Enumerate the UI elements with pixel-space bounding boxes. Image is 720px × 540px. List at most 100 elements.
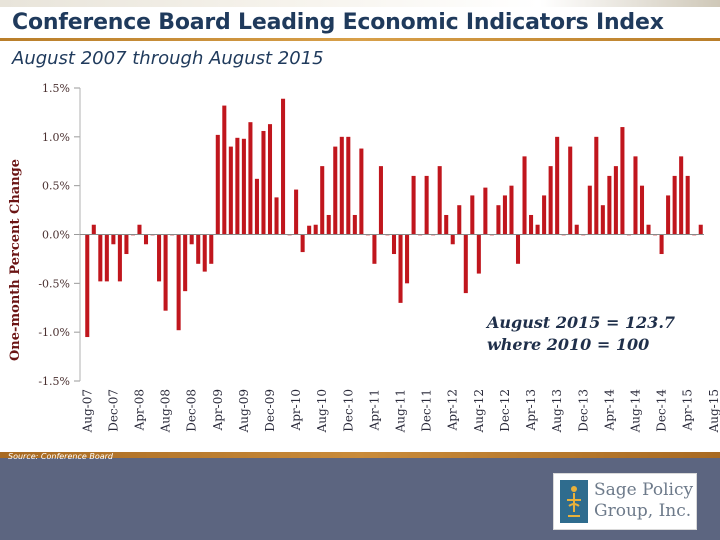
bar [294,189,299,235]
bar [391,234,397,255]
x-tick-label: Apr-14 [602,389,616,432]
x-tick-label: Dec-14 [655,389,669,432]
x-tick-label: Dec-09 [263,389,277,432]
bar [548,166,553,235]
y-tick-label: 0.5% [42,180,70,193]
annotation-base-year: where 2010 = 100 [487,335,649,354]
x-tick-label: Dec-11 [420,389,434,432]
bar [457,205,462,235]
bar [117,234,122,282]
bar [267,124,273,235]
bar [555,136,560,235]
bar [143,234,149,245]
bar [261,130,266,235]
bar [496,205,501,235]
bar [189,234,194,245]
bar [326,214,331,235]
x-tick-label: Aug-12 [472,389,486,433]
bar [274,197,279,235]
x-tick-label: Dec-07 [106,389,120,432]
bar [679,156,684,235]
bar [529,214,534,235]
x-tick-label: Dec-08 [185,389,199,432]
x-tick-label: Aug-09 [237,389,251,433]
source-note: Source: Conference Board [8,452,113,461]
bar [424,175,429,235]
bar [450,234,455,245]
x-tick-label: Aug-13 [550,389,564,433]
bar-series [85,98,703,338]
bar [228,146,233,235]
x-tick-label: Apr-09 [211,389,225,431]
bar [483,187,488,235]
bar [698,224,703,235]
bar [568,146,573,235]
x-tick-label: Apr-10 [289,389,303,431]
slide-title: Conference Board Leading Economic Indica… [12,10,664,35]
annotation-august-2015: August 2015 = 123.7 [485,313,675,332]
bar [183,234,188,292]
bar [307,225,312,235]
bar [222,105,227,235]
bar [346,136,351,235]
sage-policy-logo: Sage Policy Group, Inc. [553,473,697,530]
x-tick-label: Dec-12 [498,389,512,432]
bar [202,234,207,272]
bar [176,234,181,331]
x-axis: Aug-07 Dec-07 Apr-08 Aug-08 Dec-08 Apr-09 Aug-… [80,389,720,434]
top-decoration [0,0,720,7]
x-tick-label: Aug-14 [629,389,643,434]
bar [659,234,664,255]
bar [215,134,220,235]
x-tick-label: Apr-15 [681,389,695,431]
bar [85,234,90,338]
bar [515,234,521,264]
bar [672,175,677,235]
bar [535,224,540,235]
x-tick-label: Apr-11 [367,389,381,431]
bar [320,166,325,235]
bar [209,234,214,264]
bar [620,127,625,235]
x-tick-label: Dec-10 [341,389,355,432]
chart-area: 1.5% 1.0% 0.5% 0.0% -0.5% -1.0% -1.5% Aug-07 De… [0,72,720,452]
lei-bar-chart: 1.5% 1.0% 0.5% 0.0% -0.5% -1.0% -1.5% Aug-07 De… [8,82,720,434]
logo-text-line1: Sage Policy [594,480,694,500]
bar [137,224,142,235]
y-tick-label: -1.5% [38,375,70,388]
bar [98,234,103,282]
bar [574,224,579,235]
bar [333,146,338,235]
y-tick-label: 0.0% [42,229,70,242]
y-tick-label: -1.0% [38,326,70,339]
bar [241,138,246,235]
bar [398,234,403,303]
bar [613,166,618,235]
footer-rule [0,452,720,458]
bar [411,175,416,235]
title-rule [0,38,720,41]
logo-text-line2: Group, Inc. [594,501,692,521]
logo-emblem-icon [560,480,588,523]
bar [646,224,651,235]
bar [463,234,468,294]
bar [372,234,377,264]
bar [600,205,605,235]
bar [235,137,240,235]
x-tick-label: Apr-08 [133,389,147,431]
bar [685,175,690,235]
bar [111,234,116,245]
bar [352,214,357,235]
bar [157,234,162,282]
bar [587,185,592,235]
x-tick-label: Aug-15 [707,389,720,433]
bar [470,195,475,235]
y-tick-label: -0.5% [38,277,70,290]
bar [196,234,201,264]
bar [254,178,259,235]
bar [639,185,645,235]
bar [248,122,253,235]
bar [281,98,286,235]
bar [594,136,599,235]
x-tick-label: Aug-08 [159,389,173,433]
